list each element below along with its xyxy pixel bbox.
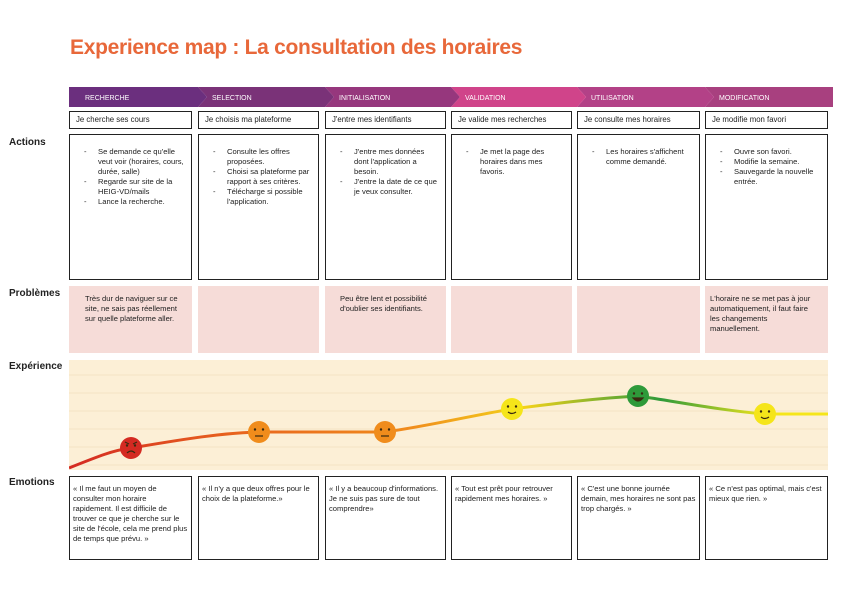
action-item: Lance la recherche. [84, 197, 185, 207]
emotion-box-recherche: « Il me faut un moyen de consulter mon h… [69, 476, 192, 560]
row-label-actions: Actions [9, 137, 46, 148]
mood-face-happy-icon [627, 385, 649, 407]
problem-box-validation [451, 286, 572, 353]
experience-curve-area [68, 360, 828, 470]
stage-label: SELECTION [212, 95, 252, 102]
stage-arrow-initialisation [325, 87, 460, 107]
actions-box-modification: Ouvre son favori. Modifie la semaine. Sa… [705, 134, 828, 280]
action-item: Regarde sur site de la HEIG-VD/mails [84, 177, 185, 197]
step-box-recherche: Je cherche ses cours [69, 111, 192, 129]
row-label-problems: Problèmes [9, 288, 61, 299]
mood-face-angry-icon [120, 437, 142, 459]
action-item: Les horaires s'affichent comme demandé. [592, 147, 693, 167]
stage-arrow-validation [451, 87, 586, 107]
problem-box-modification: L'horaire ne se met pas à jour automatiq… [705, 286, 828, 353]
experience-background [69, 360, 828, 470]
actions-box-validation: Je met la page des horaires dans mes fav… [451, 134, 572, 280]
stage-arrow-utilisation [577, 87, 714, 107]
row-label-emotions: Emotions [9, 477, 55, 488]
problem-box-selection [198, 286, 319, 353]
actions-box-utilisation: Les horaires s'affichent comme demandé. [577, 134, 700, 280]
stage-banner: RECHERCHE SELECTION INITIALISATION VALIDATI… [69, 87, 842, 107]
emotion-box-validation: « Tout est prêt pour retrouver rapidemen… [451, 476, 572, 560]
action-item: Choisi sa plateforme par rapport à ses c… [213, 167, 312, 187]
action-item: J'entre mes données dont l'application a… [340, 147, 439, 177]
action-item: J'entre la date de ce que je veux consul… [340, 177, 439, 197]
emotion-box-selection: « Il n'y a que deux offres pour le choix… [198, 476, 319, 560]
action-item: Ouvre son favori. [720, 147, 821, 157]
step-box-initialisation: J'entre mes identifiants [325, 111, 446, 129]
problem-box-utilisation [577, 286, 700, 353]
emotion-box-modification: « Ce n'est pas optimal, mais c'est mieux… [705, 476, 828, 560]
mood-face-neutral-icon [374, 421, 396, 443]
emotion-box-utilisation: « C'est une bonne journée demain, mes ho… [577, 476, 700, 560]
stage-arrow-modification [705, 87, 842, 107]
stage-label: VALIDATION [465, 95, 506, 102]
page-title: Experience map : La consultation des hor… [70, 36, 523, 59]
mood-face-smile-icon [754, 403, 776, 425]
stage-label: RECHERCHE [85, 95, 130, 102]
mood-face-neutral-icon [248, 421, 270, 443]
row-label-experience: Expérience [9, 361, 63, 372]
mood-face-smile-icon [501, 398, 523, 420]
problem-box-recherche: Très dur de naviguer sur ce site, ne sai… [69, 286, 192, 353]
stage-arrow-recherche [69, 87, 207, 107]
action-item: Se demande ce qu'elle veut voir (horaire… [84, 147, 185, 177]
stage-arrows: RECHERCHE SELECTION INITIALISATION VALIDATI… [69, 87, 842, 107]
stage-arrow-selection [198, 87, 334, 107]
action-item: Modifie la semaine. [720, 157, 821, 167]
stage-label: UTILISATION [591, 95, 634, 102]
action-item: Sauvegarde la nouvelle entrée. [720, 167, 821, 187]
actions-box-selection: Consulte les offres proposées. Choisi sa… [198, 134, 319, 280]
actions-box-initialisation: J'entre mes données dont l'application a… [325, 134, 446, 280]
emotion-box-initialisation: « Il y a beaucoup d'informations. Je ne … [325, 476, 446, 560]
stage-label: MODIFICATION [719, 95, 769, 102]
step-box-validation: Je valide mes recherches [451, 111, 572, 129]
action-item: Je met la page des horaires dans mes fav… [466, 147, 565, 177]
step-box-utilisation: Je consulte mes horaires [577, 111, 700, 129]
experience-curve [68, 360, 828, 470]
action-item: Télécharge si possible l'application. [213, 187, 312, 207]
step-box-selection: Je choisis ma plateforme [198, 111, 319, 129]
stage-label: INITIALISATION [339, 95, 390, 102]
actions-box-recherche: Se demande ce qu'elle veut voir (horaire… [69, 134, 192, 280]
step-box-modification: Je modifie mon favori [705, 111, 828, 129]
action-item: Consulte les offres proposées. [213, 147, 312, 167]
problem-box-initialisation: Peu être lent et possibilité d'oublier s… [325, 286, 446, 353]
